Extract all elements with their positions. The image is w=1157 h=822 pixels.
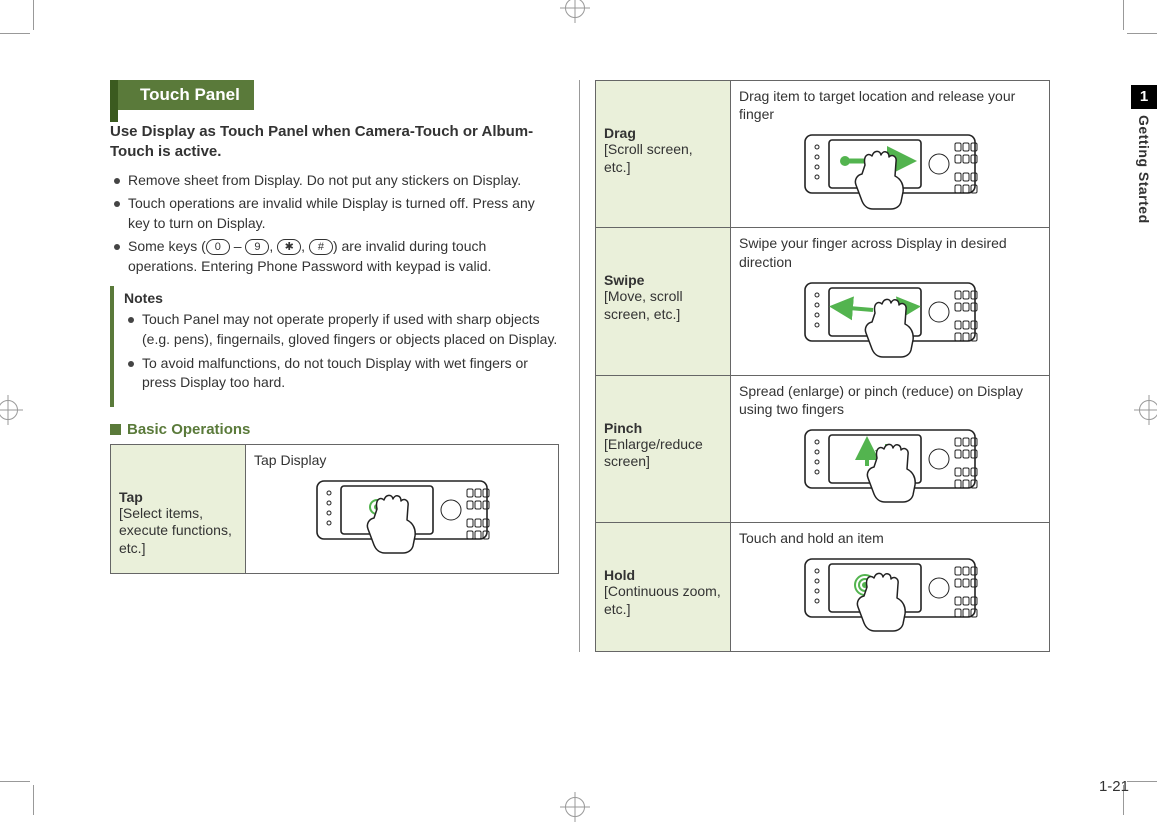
notes-block: Notes Touch Panel may not operate proper…	[110, 286, 559, 406]
op-label-cell: Tap [Select items, execute functions, et…	[111, 444, 246, 573]
sub-heading: Basic Operations	[110, 421, 559, 438]
notes-item: Touch Panel may not operate properly if …	[128, 310, 559, 349]
op-illus-cell: Tap Display	[246, 444, 559, 573]
right-column: Drag [Scroll screen, etc.] Drag item to …	[580, 80, 1050, 652]
ops-table-left: Tap [Select items, execute functions, et…	[110, 444, 559, 574]
table-row: Tap [Select items, execute functions, et…	[111, 444, 559, 573]
table-row: Swipe [Move, scroll screen, etc.] Swipe …	[596, 228, 1050, 375]
notes-title: Notes	[124, 290, 559, 306]
crop-mark	[1127, 33, 1157, 34]
bullet-item: Remove sheet from Display. Do not put an…	[114, 171, 559, 191]
page-content: Touch Panel Use Display as Touch Panel w…	[110, 80, 1070, 760]
device-swipe-icon	[795, 275, 985, 365]
table-row: Drag [Scroll screen, etc.] Drag item to …	[596, 81, 1050, 228]
op-label-cell: Swipe [Move, scroll screen, etc.]	[596, 228, 731, 375]
op-illus-cell: Drag item to target location and release…	[731, 81, 1050, 228]
register-mark-icon	[565, 797, 585, 817]
section-heading: Touch Panel	[118, 80, 254, 110]
bullet-item: Some keys (0 – 9, ✱, #) are invalid duri…	[114, 237, 559, 276]
key-9-icon: 9	[245, 239, 269, 255]
key-star-icon: ✱	[277, 239, 301, 255]
key-0-icon: 0	[206, 239, 230, 255]
crop-mark	[33, 785, 34, 815]
op-label-cell: Pinch [Enlarge/reduce screen]	[596, 375, 731, 522]
op-illus-cell: Spread (enlarge) or pinch (reduce) on Di…	[731, 375, 1050, 522]
crop-mark	[0, 33, 30, 34]
crop-mark	[0, 781, 30, 782]
crop-mark	[1123, 0, 1124, 30]
crop-mark	[1127, 781, 1157, 782]
square-bullet-icon	[110, 424, 121, 435]
device-drag-icon	[795, 127, 985, 217]
op-illus-cell: Touch and hold an item	[731, 523, 1050, 652]
device-tap-icon	[307, 473, 497, 563]
notes-item: To avoid malfunctions, do not touch Disp…	[128, 354, 559, 393]
register-mark-icon	[0, 400, 18, 420]
side-tab: 1 Getting Started	[1131, 85, 1157, 224]
left-column: Touch Panel Use Display as Touch Panel w…	[110, 80, 580, 652]
op-label-cell: Drag [Scroll screen, etc.]	[596, 81, 731, 228]
key-hash-icon: #	[309, 239, 333, 255]
device-pinch-icon	[795, 422, 985, 512]
ops-table-right: Drag [Scroll screen, etc.] Drag item to …	[595, 80, 1050, 652]
intro-text: Use Display as Touch Panel when Camera-T…	[110, 122, 559, 163]
register-mark-icon	[565, 0, 585, 18]
bullet-item: Touch operations are invalid while Displ…	[114, 194, 559, 233]
table-row: Pinch [Enlarge/reduce screen] Spread (en…	[596, 375, 1050, 522]
table-row: Hold [Continuous zoom, etc.] Touch and h…	[596, 523, 1050, 652]
chapter-number: 1	[1131, 85, 1157, 109]
crop-mark	[33, 0, 34, 30]
intro-bullets: Remove sheet from Display. Do not put an…	[110, 171, 559, 277]
page-number: 1-21	[1099, 778, 1129, 795]
op-label-cell: Hold [Continuous zoom, etc.]	[596, 523, 731, 652]
chapter-label: Getting Started	[1136, 115, 1152, 224]
register-mark-icon	[1139, 400, 1157, 420]
device-hold-icon	[795, 551, 985, 641]
op-illus-cell: Swipe your finger across Display in desi…	[731, 228, 1050, 375]
